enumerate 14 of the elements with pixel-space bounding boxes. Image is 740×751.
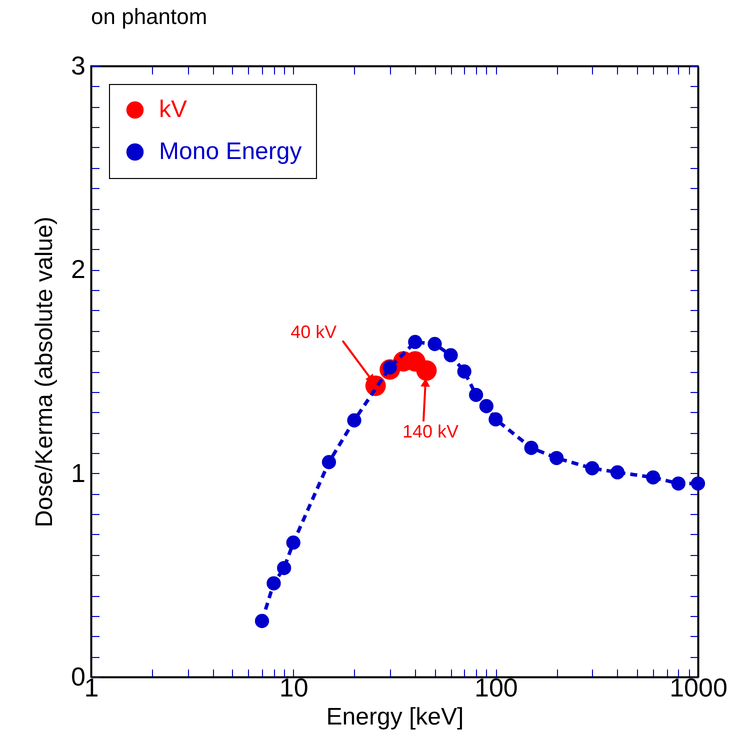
x-axis-title: Energy [keV]: [326, 704, 464, 730]
annotation: 140 kV: [402, 421, 458, 442]
legend-label: Mono Energy: [159, 138, 302, 165]
x-tick-label: 100: [474, 672, 518, 702]
y-tick-label: 1: [71, 458, 86, 488]
legend-label: kV: [159, 96, 188, 123]
x-tick-label: 10: [279, 672, 308, 702]
y-axis-title: Dose/Kerma (absolute value): [31, 216, 58, 528]
x-tick-label: 1000: [670, 672, 728, 702]
chart-title: on phantom: [91, 4, 208, 29]
annotation: 40 kV: [290, 322, 337, 342]
y-tick-label: 3: [71, 50, 86, 80]
y-tick-label: 2: [71, 254, 86, 284]
y-tick-label: 0: [71, 662, 86, 692]
